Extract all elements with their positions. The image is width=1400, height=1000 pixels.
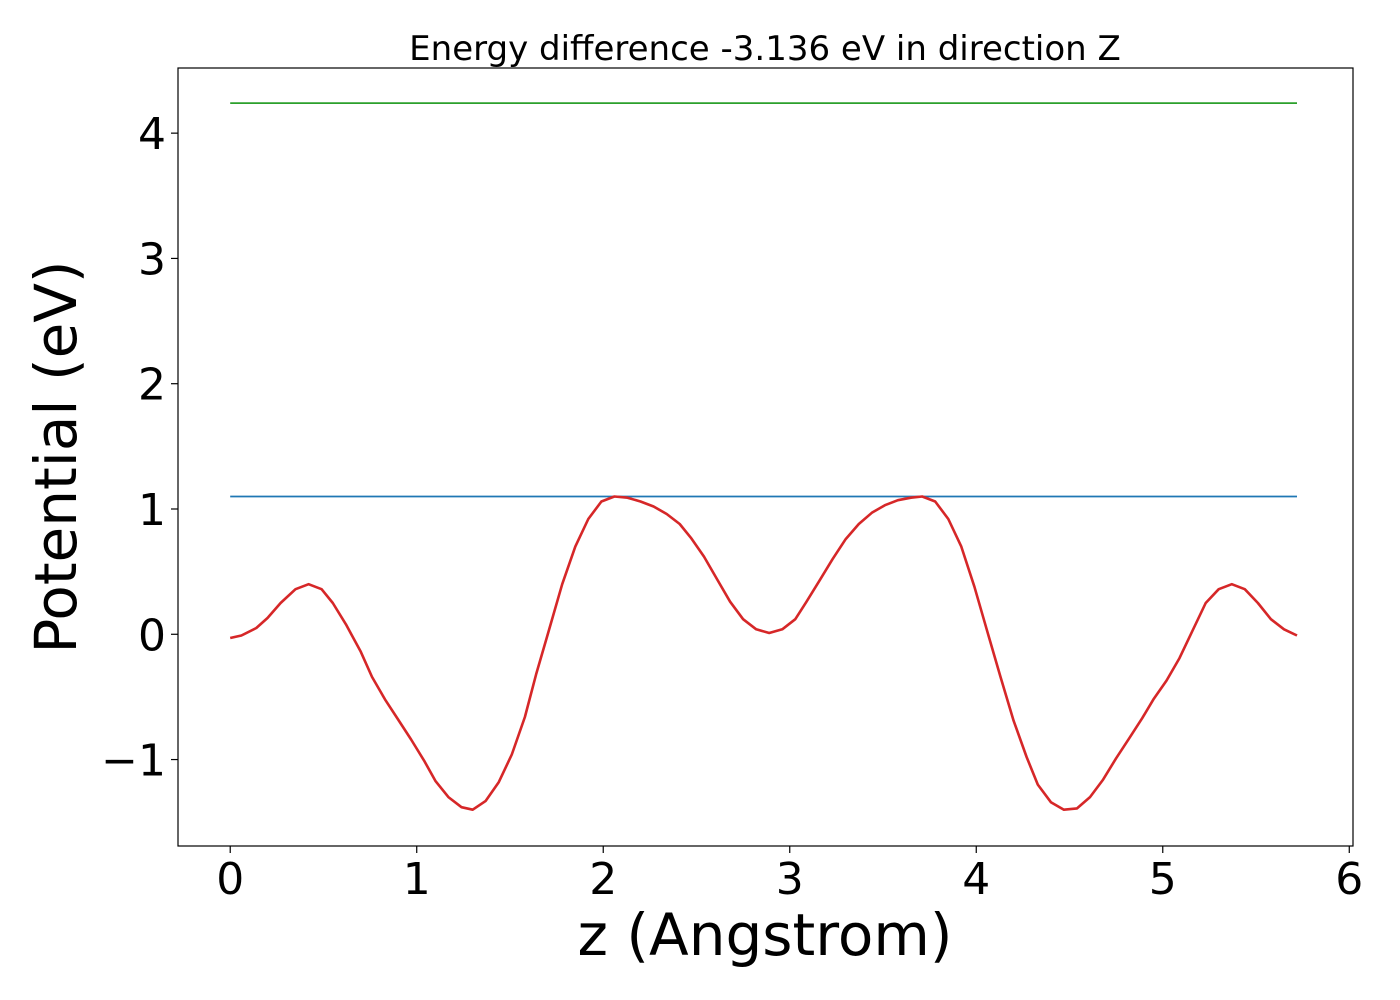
series-line-2 bbox=[229, 495, 1298, 812]
y-tick-label: 1 bbox=[138, 485, 166, 536]
y-tick-label: 2 bbox=[138, 360, 166, 411]
y-tick-label: 3 bbox=[138, 234, 166, 285]
x-tick-label: 4 bbox=[962, 854, 990, 905]
chart-title: Energy difference -3.136 eV in direction… bbox=[409, 29, 1121, 69]
y-tick-label: −1 bbox=[101, 736, 166, 787]
x-tick-label: 3 bbox=[776, 854, 804, 905]
x-tick-label: 2 bbox=[589, 854, 617, 905]
y-axis: −1 0 1 2 3 4 bbox=[101, 109, 178, 787]
plot-frame bbox=[177, 67, 1354, 847]
y-axis-title: Potential (eV) bbox=[22, 260, 90, 653]
x-axis-title: z (Angstrom) bbox=[578, 901, 953, 969]
x-tick-label: 0 bbox=[216, 854, 244, 905]
x-axis: 0 1 2 3 4 5 6 bbox=[216, 846, 1363, 905]
x-tick-label: 6 bbox=[1335, 854, 1363, 905]
plot-area bbox=[229, 102, 1298, 812]
y-tick-label: 0 bbox=[138, 610, 166, 661]
y-tick-label: 4 bbox=[138, 109, 166, 160]
x-tick-label: 1 bbox=[403, 854, 431, 905]
x-tick-label: 5 bbox=[1149, 854, 1177, 905]
